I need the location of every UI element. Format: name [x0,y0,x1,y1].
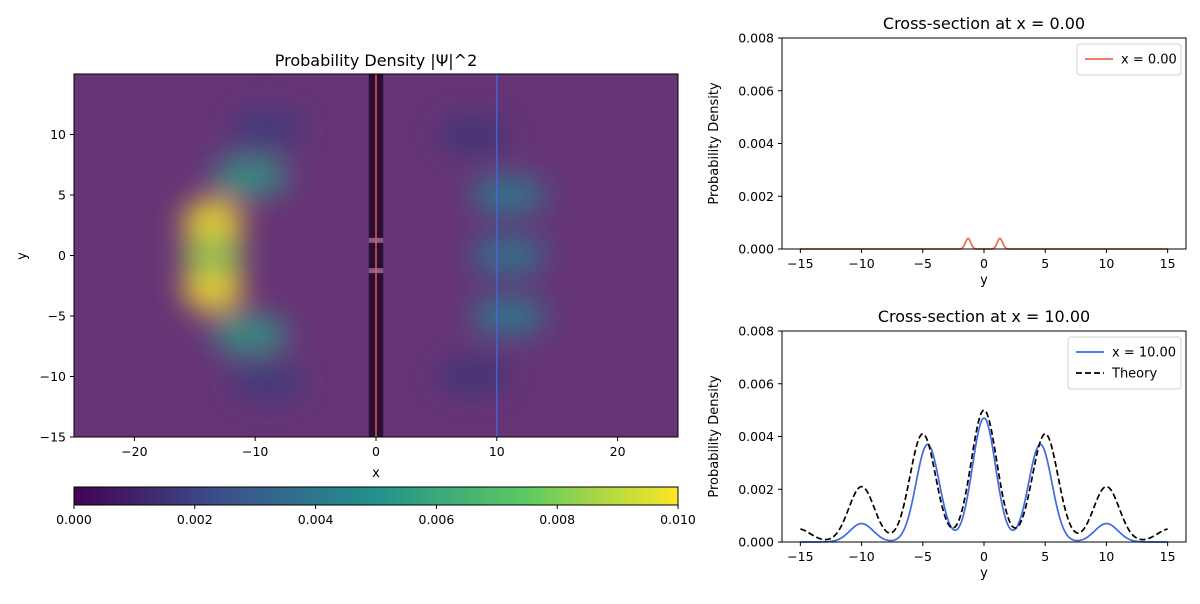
density-blob [470,235,547,276]
x-tick-label: −5 [914,256,932,271]
y-tick-label: 0.004 [738,429,774,444]
x-tick-label: −15 [787,549,813,564]
x-tick-label: −20 [121,444,147,459]
y-tick-label: 0 [58,248,66,263]
density-blob [434,114,511,155]
legend-box [1076,43,1182,76]
heatmap-overlay [368,74,498,437]
x-tick-label: 20 [610,444,626,459]
colorbar-tick-label: 0.000 [56,512,92,527]
x-tick-label: 10 [1098,256,1114,271]
colorbar-tick-label: 0.002 [177,512,213,527]
cross-section-panel-top: Cross-section at x = 0.00 −15 −10 −5 0 5 10 15 0… [707,14,1187,288]
y-tick-label: 0.002 [738,189,774,204]
y-tick-label: −15 [40,430,66,445]
density-blob [211,314,288,355]
density-blob [211,156,288,197]
cross-section-panel-bottom: Cross-section at x = 10.00 −15 −10 −5 0 5 10 15… [707,307,1187,581]
colorbar [73,486,679,506]
x-tick-label: 0 [372,444,380,459]
colorbar-tick-label: 0.006 [419,512,455,527]
density-blob [229,108,306,149]
y-tick-label: 0.006 [738,83,774,98]
heatmap-x-ticks: −20 −10 0 10 20 [121,437,626,459]
legend-box [1067,336,1182,390]
x-tick-label: 0 [980,549,988,564]
y-tick-label: 0.004 [738,136,774,151]
x-tick-label: 10 [1098,549,1114,564]
density-blob [229,362,306,403]
heatmap-plot [74,74,678,437]
x-axis-label: y [980,566,988,581]
x-tick-label: −5 [914,549,932,564]
x-tick-label: −10 [848,256,874,271]
density-blob [434,356,511,397]
y-tick-label: 0.008 [738,31,774,46]
series-line [800,417,1168,543]
x-tick-label: −10 [848,549,874,564]
panel-title: Cross-section at x = 0.00 [883,14,1085,33]
density-blob [470,296,547,336]
y-tick-label: 10 [50,127,66,142]
y-tick-label: −5 [48,309,66,324]
colorbar-tick-label: 0.008 [539,512,575,527]
y-tick-label: 0.000 [738,242,774,257]
series-line [800,237,1168,250]
y-tick-label: 0.002 [738,482,774,497]
x-tick-label: 15 [1160,549,1176,564]
x-tick-label: −10 [242,444,268,459]
legend-label: Theory [1111,367,1157,382]
legend-label: x = 0.00 [1121,53,1177,68]
density-blob [470,175,547,215]
x-tick-label: 5 [1041,549,1049,564]
heatmap-y-ticks: −15 −10 −5 0 5 10 [40,127,74,445]
colorbar-tick-label: 0.004 [298,512,334,527]
x-tick-label: 5 [1041,256,1049,271]
x-tick-label: 10 [489,444,505,459]
heatmap-title: Probability Density |Ψ|^2 [275,51,478,70]
y-axis-label: Probability Density [707,375,722,498]
density-layer [182,108,547,403]
y-axis-label: Probability Density [707,82,722,205]
y-tick-label: 0.000 [738,535,774,550]
y-tick-label: 0.006 [738,376,774,391]
y-tick-label: 0.008 [738,324,774,339]
y-tick-label: 5 [58,188,66,203]
series-line [800,409,1168,541]
panel-title: Cross-section at x = 10.00 [878,307,1090,326]
colorbar-tick-label: 0.010 [660,512,696,527]
heatmap-y-label: y [15,252,30,260]
y-tick-label: −10 [40,369,66,384]
heatmap-x-label: x [372,466,380,481]
x-tick-label: 15 [1160,256,1176,271]
x-tick-label: 0 [980,256,988,271]
x-axis-label: y [980,273,988,288]
colorbar-ticks: 0.000 0.002 0.004 0.006 0.008 0.010 [56,505,696,527]
x-tick-label: −15 [787,256,813,271]
density-blob [182,231,243,280]
heatmap-panel: Probability Density |Ψ|^2 −20 −10 0 10 20 −1… [15,51,696,527]
legend-label: x = 10.00 [1112,346,1176,361]
